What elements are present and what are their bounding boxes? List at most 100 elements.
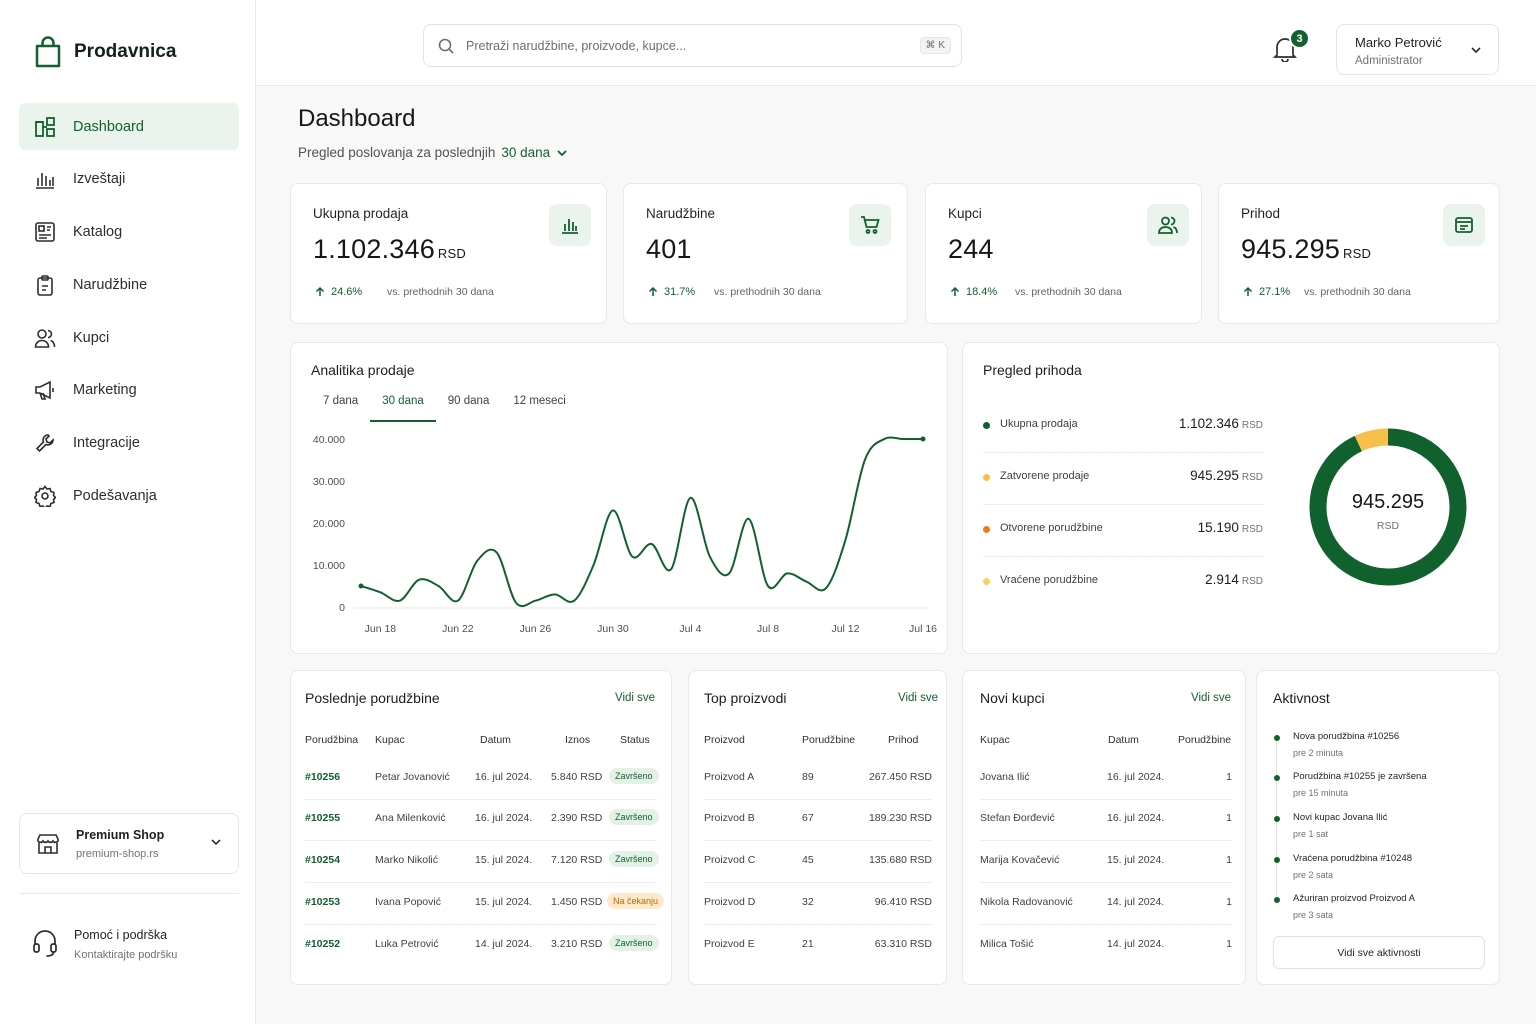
stat-icon-box — [549, 204, 591, 246]
sidebar-item-catalog[interactable]: Katalog — [19, 209, 239, 256]
y-tick-label: 40.000 — [313, 434, 345, 446]
activity-time: pre 1 sat — [1293, 829, 1329, 839]
product-orders: 89 — [802, 771, 814, 783]
table-row: Jovana Ilić 16. jul 2024. 1 — [980, 758, 1232, 800]
customer-name: Marko Nikolić — [375, 854, 439, 866]
store-icon — [37, 833, 59, 854]
user-role: Administrator — [1355, 55, 1423, 67]
brand-logo[interactable]: Prodavnica — [34, 36, 176, 68]
sales-analytics-card: Analitika prodaje 7 dana 30 dana 90 dana… — [290, 342, 948, 654]
order-id-link[interactable]: #10256 — [305, 771, 341, 783]
x-tick-label: Jul 4 — [679, 623, 701, 635]
stat-icon-box — [1443, 204, 1485, 246]
column-header: Status — [620, 734, 650, 746]
cart-icon — [861, 216, 880, 234]
timeline-dot — [1274, 816, 1280, 822]
chevron-down-icon[interactable] — [556, 147, 568, 159]
stat-comparison: vs. prethodnih 30 dana — [1015, 286, 1122, 298]
sidebar-item-reports[interactable]: Izveštaji — [19, 156, 239, 203]
stat-value: 401 — [646, 234, 692, 264]
period-selector[interactable]: 30 dana — [501, 145, 551, 160]
x-tick-label: Jul 16 — [909, 623, 937, 635]
timeline-dot — [1274, 775, 1280, 781]
table-row: #10256 Petar Jovanović 16. jul 2024. 5.840 … — [305, 758, 659, 800]
status-badge: Završeno — [609, 935, 659, 951]
topbar: ⌘ K Marko Petrović Administrator — [256, 0, 1536, 86]
order-amount: 1.450 RSD — [551, 896, 603, 908]
help-subtitle: Kontaktirajte podršku — [74, 949, 178, 961]
customer-name: Jovana Ilić — [980, 771, 1030, 783]
bar-chart-icon — [36, 173, 54, 190]
customer-name: Stefan Đorđević — [980, 812, 1055, 824]
activity-title: Nova porudžbina #10256 — [1293, 731, 1400, 742]
view-all-customers-link[interactable]: Vidi sve — [1191, 692, 1232, 704]
search-input[interactable] — [466, 38, 886, 53]
stat-label: Prihod — [1241, 206, 1281, 221]
search-box[interactable]: ⌘ K — [423, 24, 962, 67]
sidebar-item-label: Izveštaji — [73, 171, 126, 188]
order-id-link[interactable]: #10254 — [305, 854, 341, 866]
order-date: 16. jul 2024. — [475, 771, 533, 783]
bell-icon[interactable] — [1273, 36, 1297, 62]
card-title: Pregled prihoda — [983, 362, 1082, 378]
customer-orders: 1 — [1226, 938, 1232, 950]
tab-90-days[interactable]: 90 dana — [447, 395, 490, 407]
order-id-link[interactable]: #10253 — [305, 896, 341, 908]
sidebar-item-marketing[interactable]: Marketing — [19, 367, 239, 414]
sidebar-item-label: Dashboard — [73, 118, 144, 135]
revenue-value: 1.102.346 RSD — [1178, 416, 1263, 431]
stat-change: 27.1% — [1243, 286, 1290, 298]
order-id-link[interactable]: #10252 — [305, 938, 341, 950]
revenue-row: Ukupna prodaja 1.102.346 RSD — [983, 401, 1263, 453]
card-title: Poslednje porudžbine — [305, 690, 440, 706]
stat-card-orders: Narudžbine 401 31.7% vs. prethodnih 30 d… — [623, 183, 908, 324]
new-customers-card: Novi kupci Vidi sve Kupac Datum Porudžbi… — [962, 670, 1246, 985]
sidebar-divider — [19, 893, 239, 894]
page-subtitle-text: Pregled poslovanja za poslednjih — [298, 145, 496, 160]
order-amount: 3.210 RSD — [551, 938, 603, 950]
tab-12-months[interactable]: 12 meseci — [513, 395, 566, 407]
help-title: Pomoć i podrška — [74, 928, 168, 942]
customer-date: 14. jul 2024. — [1107, 938, 1165, 950]
column-header: Iznos — [565, 734, 591, 746]
user-menu[interactable]: Marko Petrović Administrator — [1336, 24, 1499, 75]
revenue-value: 2.914 RSD — [1205, 572, 1263, 587]
view-all-orders-link[interactable]: Vidi sve — [615, 692, 656, 704]
shopping-bag-icon — [35, 36, 61, 68]
order-id-link[interactable]: #10255 — [305, 812, 341, 824]
table-row: Marija Kovačević 15. jul 2024. 1 — [980, 841, 1232, 883]
view-all-products-link[interactable]: Vidi sve — [898, 692, 939, 704]
sidebar-item-customers[interactable]: Kupci — [19, 314, 239, 361]
customer-name: Milica Tošić — [980, 938, 1034, 950]
activity-title: Porudžbina #10255 je završena — [1293, 771, 1427, 782]
sidebar-nav: Dashboard Izveštaji Katalog Narudžbine K… — [19, 103, 239, 525]
users-icon — [34, 328, 56, 348]
customer-name: Marija Kovačević — [980, 854, 1060, 866]
donut-segment-other — [1309, 428, 1467, 586]
shop-switcher[interactable]: Premium Shop premium-shop.rs — [19, 813, 239, 874]
view-all-activity-button[interactable]: Vidi sve aktivnosti — [1273, 936, 1485, 969]
activity-title: Ažuriran proizvod Proizvod A — [1293, 893, 1415, 904]
arrow-up-icon — [648, 287, 658, 296]
tab-7-days[interactable]: 7 dana — [323, 395, 359, 407]
order-amount: 5.840 RSD — [551, 771, 603, 783]
arrow-up-icon — [1243, 287, 1253, 296]
chevron-down-icon — [1471, 47, 1481, 54]
customer-name: Petar Jovanović — [375, 771, 450, 783]
arrow-up-icon — [950, 287, 960, 296]
product-revenue: 267.450 RSD — [868, 771, 932, 783]
headset-icon — [33, 930, 57, 957]
sidebar-item-settings[interactable]: Podešavanja — [19, 473, 239, 520]
search-shortcut: ⌘ K — [919, 37, 951, 54]
sidebar-item-orders[interactable]: Narudžbine — [19, 261, 239, 308]
help-support-link[interactable]: Pomoć i podrška Kontaktirajte podršku — [32, 928, 177, 961]
search-icon — [438, 38, 454, 54]
sidebar-item-dashboard[interactable]: Dashboard — [19, 103, 239, 150]
donut-center-label: 945.295 RSD — [1303, 491, 1473, 532]
page-title: Dashboard — [298, 105, 416, 132]
column-header: Prihod — [888, 734, 919, 746]
table-row: Stefan Đorđević 16. jul 2024. 1 — [980, 799, 1232, 841]
stat-comparison: vs. prethodnih 30 dana — [1304, 286, 1411, 298]
sidebar-item-integrations[interactable]: Integracije — [19, 420, 239, 467]
tab-30-days[interactable]: 30 dana — [370, 395, 436, 422]
